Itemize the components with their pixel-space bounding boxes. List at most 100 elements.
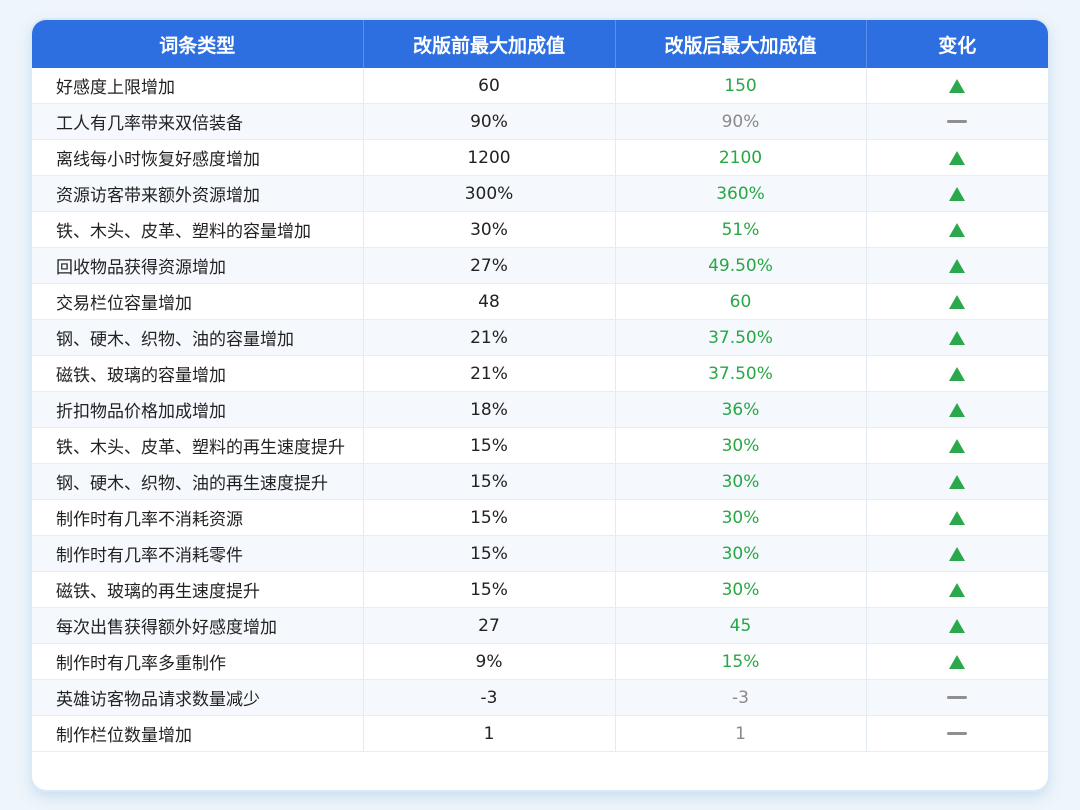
triangle-up-icon: [949, 510, 966, 525]
triangle-up-icon: [949, 402, 966, 417]
entry-name: 回收物品获得资源增加: [32, 247, 364, 284]
triangle-up-icon: [949, 78, 966, 93]
change-cell: [866, 607, 1048, 644]
entry-name: 英雄访客物品请求数量减少: [32, 679, 364, 716]
entry-name: 制作时有几率不消耗零件: [32, 535, 364, 572]
entry-name: 磁铁、玻璃的再生速度提升: [32, 571, 364, 608]
after-value: 1: [615, 715, 867, 752]
table-row: 磁铁、玻璃的再生速度提升 15% 30%: [32, 571, 1048, 608]
after-value: -3: [615, 679, 867, 716]
triangle-up-icon: [949, 294, 966, 309]
before-value: 21%: [363, 355, 616, 392]
comparison-table-card: 词条类型 改版前最大加成值 改版后最大加成值 变化 好感度上限增加 60 150 工人…: [32, 20, 1048, 790]
after-value: 49.50%: [615, 247, 867, 284]
triangle-up-icon: [949, 618, 966, 633]
after-value: 45: [615, 607, 867, 644]
triangle-up-icon: [949, 186, 966, 201]
after-value: 30%: [615, 499, 867, 536]
triangle-up-icon: [949, 654, 966, 669]
entry-name: 好感度上限增加: [32, 68, 364, 104]
triangle-up-icon: [949, 258, 966, 273]
entry-name: 钢、硬木、织物、油的容量增加: [32, 319, 364, 356]
triangle-up-icon: [949, 366, 966, 381]
change-cell: [866, 139, 1048, 176]
before-value: 300%: [363, 175, 616, 212]
change-cell: [866, 175, 1048, 212]
entry-name: 制作时有几率多重制作: [32, 643, 364, 680]
change-cell: [866, 571, 1048, 608]
table-row: 制作时有几率多重制作 9% 15%: [32, 643, 1048, 680]
triangle-up-icon: [949, 222, 966, 237]
before-value: 27%: [363, 247, 616, 284]
entry-name: 离线每小时恢复好感度增加: [32, 139, 364, 176]
entry-name: 制作时有几率不消耗资源: [32, 499, 364, 536]
change-cell: [866, 427, 1048, 464]
change-cell: [866, 643, 1048, 680]
triangle-up-icon: [949, 546, 966, 561]
after-value: 15%: [615, 643, 867, 680]
change-cell: [866, 679, 1048, 716]
table-row: 英雄访客物品请求数量减少 -3 -3: [32, 679, 1048, 716]
after-value: 30%: [615, 427, 867, 464]
after-value: 37.50%: [615, 355, 867, 392]
table-row: 钢、硬木、织物、油的再生速度提升 15% 30%: [32, 463, 1048, 500]
table-row: 折扣物品价格加成增加 18% 36%: [32, 391, 1048, 428]
before-value: 1200: [363, 139, 616, 176]
change-cell: [866, 319, 1048, 356]
table-row: 好感度上限增加 60 150: [32, 68, 1048, 104]
comparison-table: 词条类型 改版前最大加成值 改版后最大加成值 变化 好感度上限增加 60 150 工人…: [32, 20, 1048, 752]
table-header-row: 词条类型 改版前最大加成值 改版后最大加成值 变化: [32, 20, 1048, 68]
entry-name: 磁铁、玻璃的容量增加: [32, 355, 364, 392]
after-value: 51%: [615, 211, 867, 248]
triangle-up-icon: [949, 582, 966, 597]
entry-name: 制作栏位数量增加: [32, 715, 364, 752]
entry-name: 工人有几率带来双倍装备: [32, 103, 364, 140]
before-value: 60: [363, 68, 616, 104]
change-cell: [866, 283, 1048, 320]
before-value: -3: [363, 679, 616, 716]
after-value: 2100: [615, 139, 867, 176]
table-row: 交易栏位容量增加 48 60: [32, 283, 1048, 320]
after-value: 60: [615, 283, 867, 320]
table-row: 钢、硬木、织物、油的容量增加 21% 37.50%: [32, 319, 1048, 356]
header-entry-type: 词条类型: [32, 20, 364, 68]
before-value: 27: [363, 607, 616, 644]
before-value: 1: [363, 715, 616, 752]
change-cell: [866, 535, 1048, 572]
header-before-max: 改版前最大加成值: [363, 20, 616, 68]
change-cell: [866, 715, 1048, 752]
dash-icon: [947, 120, 968, 123]
entry-name: 每次出售获得额外好感度增加: [32, 607, 364, 644]
dash-icon: [947, 696, 968, 699]
before-value: 15%: [363, 499, 616, 536]
before-value: 21%: [363, 319, 616, 356]
entry-name: 钢、硬木、织物、油的再生速度提升: [32, 463, 364, 500]
before-value: 15%: [363, 571, 616, 608]
after-value: 90%: [615, 103, 867, 140]
change-cell: [866, 68, 1048, 104]
table-row: 回收物品获得资源增加 27% 49.50%: [32, 247, 1048, 284]
entry-name: 交易栏位容量增加: [32, 283, 364, 320]
change-cell: [866, 463, 1048, 500]
before-value: 9%: [363, 643, 616, 680]
table-row: 铁、木头、皮革、塑料的再生速度提升 15% 30%: [32, 427, 1048, 464]
table-row: 制作时有几率不消耗零件 15% 30%: [32, 535, 1048, 572]
table-row: 每次出售获得额外好感度增加 27 45: [32, 607, 1048, 644]
before-value: 15%: [363, 463, 616, 500]
change-cell: [866, 103, 1048, 140]
change-cell: [866, 247, 1048, 284]
triangle-up-icon: [949, 438, 966, 453]
before-value: 18%: [363, 391, 616, 428]
table-row: 制作时有几率不消耗资源 15% 30%: [32, 499, 1048, 536]
after-value: 150: [615, 68, 867, 104]
after-value: 30%: [615, 463, 867, 500]
table-row: 铁、木头、皮革、塑料的容量增加 30% 51%: [32, 211, 1048, 248]
table-row: 资源访客带来额外资源增加 300% 360%: [32, 175, 1048, 212]
header-after-max: 改版后最大加成值: [615, 20, 867, 68]
before-value: 48: [363, 283, 616, 320]
before-value: 90%: [363, 103, 616, 140]
table-row: 离线每小时恢复好感度增加 1200 2100: [32, 139, 1048, 176]
entry-name: 铁、木头、皮革、塑料的容量增加: [32, 211, 364, 248]
after-value: 30%: [615, 535, 867, 572]
before-value: 30%: [363, 211, 616, 248]
